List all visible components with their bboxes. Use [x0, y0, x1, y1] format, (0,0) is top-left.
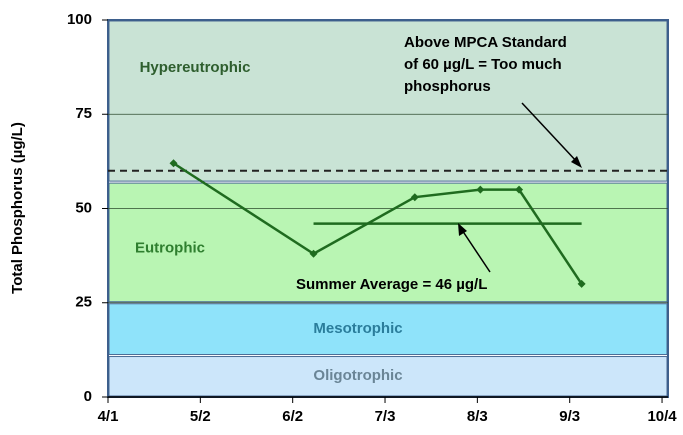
x-tick-label: 10/4 — [647, 408, 677, 425]
annotation: Summer Average = 46 µg/L — [296, 276, 487, 293]
point — [476, 185, 485, 194]
x-tick-label: 6/2 — [282, 408, 303, 425]
series-line — [172, 162, 583, 285]
point — [515, 185, 524, 194]
arrowhead — [571, 156, 582, 168]
band-label: Oligotrophic — [313, 367, 402, 384]
annotation: Above MPCA Standard — [404, 34, 567, 51]
point — [309, 249, 318, 258]
annotation: phosphorus — [404, 78, 491, 95]
band-label: Mesotrophic — [313, 320, 402, 337]
band — [108, 303, 668, 356]
x-tick-label: 5/2 — [190, 408, 211, 425]
y-tick-label: 100 — [67, 11, 92, 28]
x-tick-label: 9/3 — [559, 408, 580, 425]
x-tick-label: 7/3 — [375, 408, 396, 425]
point — [577, 279, 586, 288]
y-tick-label: 50 — [75, 199, 92, 216]
annotation: of 60 µg/L = Too much — [404, 56, 562, 73]
band — [108, 182, 668, 303]
y-axis-label: Total Phosphorus (µg/L) — [9, 122, 26, 294]
arrow — [461, 229, 491, 273]
x-tick-label: 8/3 — [467, 408, 488, 425]
arrowhead — [458, 223, 467, 236]
y-tick-label: 0 — [84, 388, 92, 405]
band-label: Eutrophic — [135, 239, 205, 256]
point — [169, 159, 178, 168]
point — [410, 193, 419, 202]
band-label: Hypereutrophic — [140, 59, 251, 76]
band — [108, 356, 668, 397]
y-tick-label: 25 — [75, 294, 92, 311]
x-tick-label: 4/1 — [98, 408, 119, 425]
arrow — [521, 102, 579, 164]
band — [108, 20, 668, 182]
y-tick-label: 75 — [75, 105, 92, 122]
